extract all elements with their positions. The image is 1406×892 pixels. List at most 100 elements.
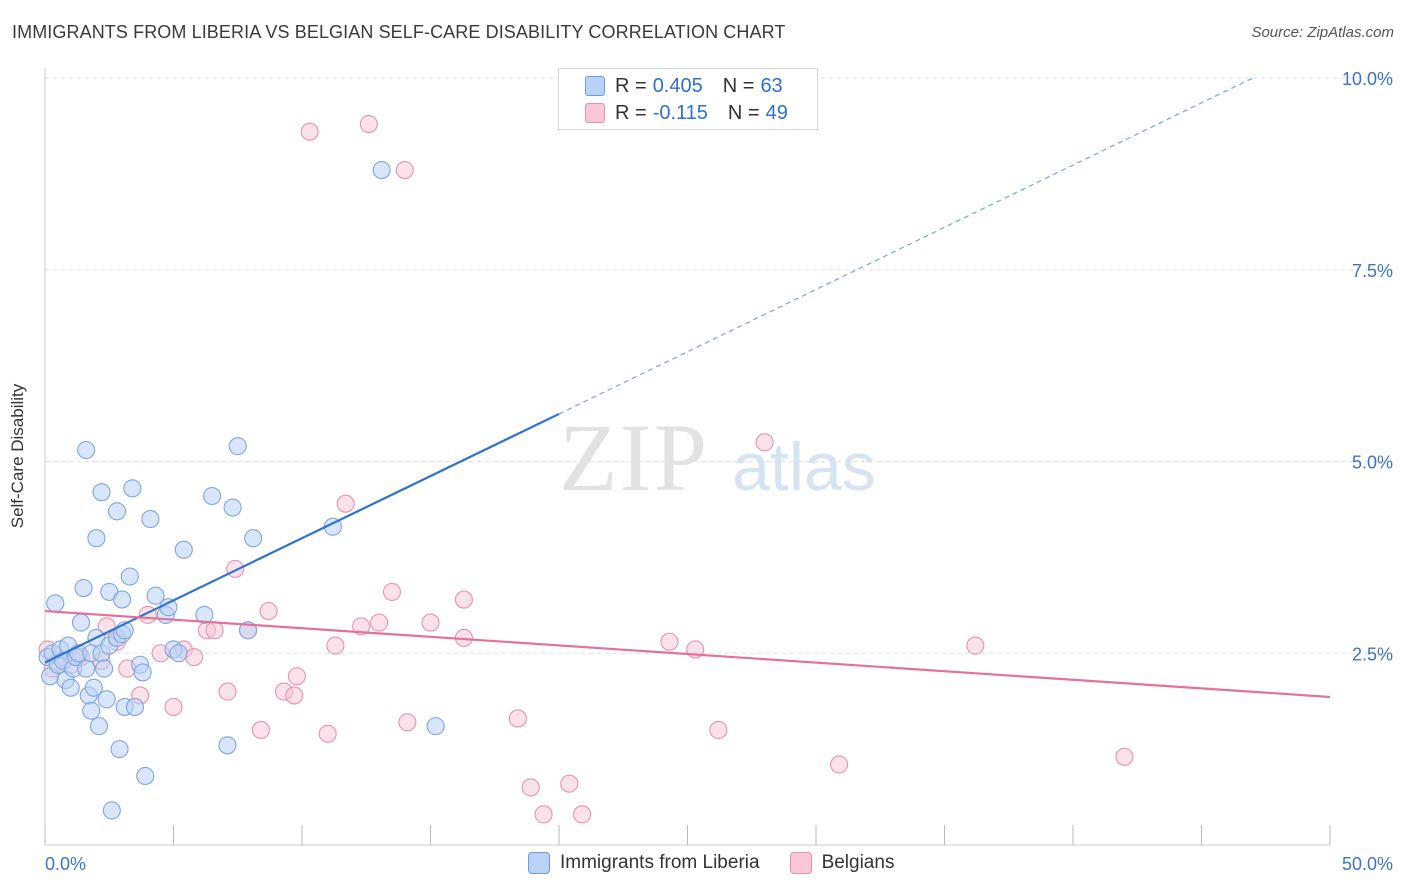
belgians-point: [336, 494, 355, 513]
liberia-point: [125, 697, 144, 716]
legend-r-label: R =: [615, 101, 647, 124]
legend-n-value: 49: [765, 101, 788, 124]
liberia-point: [218, 736, 237, 755]
legend-row-belgians: R = -0.115 N = 49: [585, 101, 788, 125]
belgians-trend-line: [44, 609, 1331, 699]
x-tick-label: 50.0%: [1342, 854, 1393, 874]
legend-r-value: -0.115: [652, 101, 708, 124]
liberia-point: [74, 579, 93, 598]
belgians-point: [1115, 747, 1134, 766]
liberia-point: [110, 740, 129, 759]
legend-swatch-pink: [789, 852, 812, 874]
liberia-point: [82, 701, 101, 720]
belgians-point: [370, 613, 389, 632]
liberia-point: [77, 440, 96, 460]
source-note: Source: ZipAtlas.com: [1251, 24, 1394, 41]
legend-series-name: Immigrants from Liberia: [560, 852, 760, 873]
belgians-point: [164, 697, 183, 716]
liberia-point: [61, 678, 80, 697]
belgians-point: [251, 720, 270, 740]
series-legend: Immigrants from Liberia Belgians: [528, 852, 924, 874]
liberia-point: [107, 502, 127, 521]
stats-legend: R = 0.405 N = 63 R = -0.115 N = 49: [558, 68, 818, 130]
belgians-point: [285, 686, 304, 705]
belgians-point: [454, 590, 473, 609]
axes: [44, 68, 1331, 846]
liberia-point: [174, 540, 193, 559]
belgians-point: [395, 160, 414, 180]
liberia-point: [120, 567, 139, 586]
y-tick-label: 2.5%: [1352, 644, 1393, 664]
belgians-point: [382, 582, 402, 601]
trend-lines: [44, 77, 1331, 699]
legend-n-label: N =: [727, 101, 760, 124]
liberia-point: [77, 659, 96, 678]
belgians-point: [709, 720, 728, 740]
tick-labels: 2.5% 5.0% 7.5% 10.0% 0.0% 50.0%: [45, 69, 1393, 874]
legend-swatch-blue: [528, 852, 550, 874]
y-tick-label: 10.0%: [1342, 69, 1393, 89]
belgians-point: [966, 636, 985, 655]
belgians-point: [318, 724, 337, 743]
legend-swatch-pink: [585, 103, 605, 123]
liberia-trend-extension: [558, 77, 1254, 415]
x-tick-label: 0.0%: [45, 854, 86, 874]
liberia-point: [141, 509, 160, 529]
watermark-zip: ZIP: [559, 404, 709, 511]
belgians-point: [359, 114, 378, 134]
belgians-point: [287, 667, 306, 686]
liberia-point: [195, 605, 214, 624]
belgians-point: [534, 805, 553, 824]
belgians-point: [573, 805, 592, 824]
liberia-point: [113, 590, 132, 609]
liberia-point: [123, 479, 142, 498]
liberia-point: [372, 160, 391, 180]
liberia-trend-line: [44, 412, 560, 664]
y-tick-label: 5.0%: [1352, 453, 1393, 473]
liberia-point: [136, 766, 155, 786]
belgians-point: [205, 621, 224, 640]
liberia-point: [89, 717, 109, 736]
legend-r-value: 0.405: [652, 74, 703, 97]
watermark: ZIP atlas: [559, 404, 876, 511]
liberia-point: [244, 529, 263, 548]
belgians-point: [226, 559, 245, 578]
y-tick-label: 7.5%: [1352, 261, 1393, 281]
liberia-point: [203, 486, 222, 506]
legend-item-belgians: Belgians: [789, 852, 895, 874]
legend-n-value: 63: [760, 74, 783, 97]
belgians-point: [398, 713, 417, 732]
belgians-point: [300, 122, 319, 141]
liberia-point: [92, 483, 111, 502]
belgians-point: [326, 636, 345, 655]
liberia-point: [71, 613, 91, 632]
belgians-point: [755, 433, 774, 452]
liberia-point: [46, 594, 65, 613]
legend-item-liberia: Immigrants from Liberia: [528, 852, 760, 874]
liberia-point: [228, 437, 247, 456]
grid-lines: [45, 77, 1395, 654]
liberia-point: [87, 529, 106, 548]
liberia-point: [84, 678, 103, 697]
legend-n-label: N =: [722, 74, 755, 97]
legend-row-liberia: R = 0.405 N = 63: [585, 74, 783, 98]
belgians-point: [560, 774, 579, 793]
legend-swatch-blue: [585, 76, 605, 96]
belgians-point: [830, 755, 849, 774]
liberia-point: [159, 598, 178, 617]
belgians-point: [185, 648, 204, 667]
belgians-point: [421, 613, 440, 632]
belgians-point: [521, 778, 540, 797]
belgians-point: [218, 682, 237, 701]
liberia-point: [95, 659, 114, 678]
legend-r-label: R =: [615, 74, 647, 97]
liberia-points: [38, 160, 445, 820]
belgians-point: [259, 602, 278, 621]
belgians-point: [352, 617, 371, 636]
liberia-point: [223, 498, 242, 517]
liberia-point: [169, 644, 188, 663]
legend-series-name: Belgians: [821, 852, 895, 873]
liberia-point: [97, 690, 116, 709]
belgians-point: [660, 632, 679, 651]
